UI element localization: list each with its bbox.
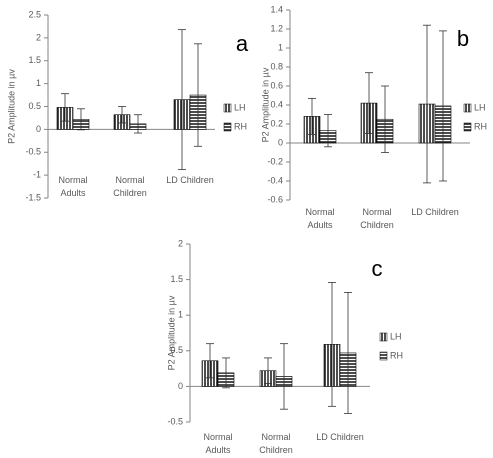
panel-label: c [372, 256, 383, 281]
legend-swatch [463, 122, 472, 132]
panel-label: b [457, 26, 469, 51]
y-tick-label: 0.6 [270, 80, 283, 90]
y-tick-label: -1.5 [25, 192, 41, 202]
y-tick-label: 1.2 [270, 23, 283, 33]
y-tick-label: -1 [33, 170, 41, 180]
error-bar [365, 72, 373, 134]
y-tick-label: 0.4 [270, 99, 283, 109]
error-bar [324, 114, 332, 148]
y-tick-label: -0.6 [267, 194, 283, 204]
error-bar [178, 29, 186, 171]
x-tick-label: LD Children [411, 207, 459, 217]
panel-label: a [236, 31, 249, 56]
y-tick-label: 2 [178, 238, 183, 248]
legend-swatch [379, 351, 388, 361]
error-bar [61, 93, 69, 122]
error-bar [280, 343, 288, 410]
legend-label: RH [390, 350, 403, 360]
legend-swatch [223, 103, 232, 113]
y-axis-label: P2 Amplitude in µv [6, 69, 16, 144]
error-bar [264, 357, 272, 384]
y-tick-label: 0 [36, 124, 41, 134]
legend-swatch [223, 122, 232, 132]
y-axis-label: P2 Amplitude in µv [166, 295, 176, 370]
y-tick-label: 1.4 [270, 4, 283, 14]
x-tick-label: LD Children [316, 432, 364, 442]
error-bar [439, 30, 447, 182]
error-bar [308, 97, 316, 135]
error-bar [222, 357, 230, 389]
x-tick-label: Normal Adults [58, 175, 88, 198]
error-bar [423, 24, 431, 184]
legend-swatch [379, 332, 388, 342]
error-bar [206, 343, 214, 379]
error-bar [134, 114, 142, 134]
y-tick-label: 2.5 [28, 9, 41, 19]
y-tick-label: 0 [178, 381, 183, 391]
x-tick-label: Normal Adults [203, 432, 233, 455]
y-axis-label: P2 Amplitude in µv [260, 67, 270, 142]
error-bar [194, 43, 202, 147]
y-tick-label: 2 [36, 32, 41, 42]
y-tick-label: 0.5 [28, 101, 41, 111]
error-bar [344, 292, 352, 414]
x-tick-label: LD Children [166, 175, 214, 185]
y-tick-label: 0.5 [170, 345, 183, 355]
legend-swatch [463, 103, 472, 113]
error-bar [77, 108, 85, 131]
y-tick-label: -0.5 [167, 416, 183, 426]
y-tick-label: -0.2 [267, 156, 283, 166]
legend-label: LH [390, 331, 402, 341]
y-tick-label: 1 [178, 310, 183, 320]
legend-label: RH [234, 121, 247, 131]
y-tick-label: 1 [36, 78, 41, 88]
y-tick-label: 1.5 [170, 274, 183, 284]
error-bar [381, 85, 389, 153]
x-tick-label: Normal Children [360, 207, 394, 230]
y-tick-label: -0.5 [25, 147, 41, 157]
x-tick-label: Normal Children [113, 175, 147, 198]
x-tick-label: Normal Children [259, 432, 293, 455]
y-tick-label: 0.8 [270, 61, 283, 71]
y-tick-label: 0.2 [270, 118, 283, 128]
legend-label: LH [474, 102, 486, 112]
legend-label: LH [234, 102, 246, 112]
y-tick-label: 1.5 [28, 55, 41, 65]
legend-label: RH [474, 121, 487, 131]
y-tick-label: -0.4 [267, 175, 283, 185]
error-bar [328, 282, 336, 407]
y-tick-label: 0 [278, 137, 283, 147]
y-tick-label: 1 [278, 42, 283, 52]
error-bar [118, 106, 126, 124]
x-tick-label: Normal Adults [305, 207, 335, 230]
